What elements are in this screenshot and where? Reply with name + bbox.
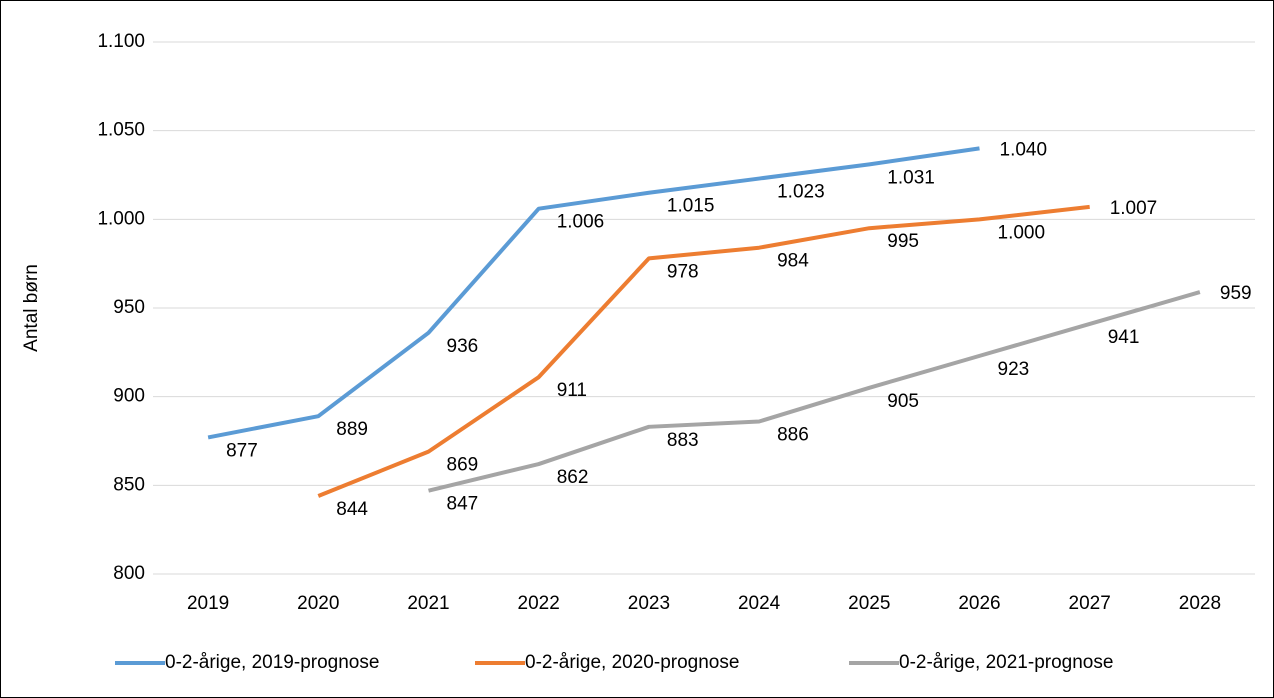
data-label: 984 [777,251,809,272]
data-label: 1.007 [1110,198,1158,219]
x-tick-label: 2019 [187,593,229,614]
y-tick-label: 1.100 [97,31,145,52]
data-label: 886 [777,425,809,446]
data-label: 869 [447,455,479,476]
data-label: 862 [557,467,589,488]
data-label: 941 [1108,327,1140,348]
data-label: 877 [226,440,258,461]
x-tick-label: 2025 [848,593,890,614]
data-label: 959 [1220,283,1252,304]
data-label: 1.000 [998,222,1046,243]
y-axis-label: Antal børn [21,264,42,352]
data-label: 1.023 [777,182,825,203]
y-tick-label: 950 [113,297,145,318]
x-tick-label: 2024 [738,593,781,614]
legend-label: 0-2-årige, 2020-prognose [525,652,739,673]
legend-label: 0-2-årige, 2021-prognose [899,652,1113,673]
data-label: 883 [667,430,699,451]
y-tick-label: 800 [113,563,145,584]
data-label: 847 [447,494,479,515]
x-tick-label: 2027 [1069,593,1111,614]
x-tick-label: 2022 [518,593,560,614]
data-label: 889 [336,419,368,440]
data-label: 936 [447,336,479,357]
data-label: 1.015 [667,196,715,217]
y-tick-label: 1.000 [97,208,145,229]
y-tick-label: 900 [113,386,145,407]
x-tick-label: 2023 [628,593,670,614]
series-line [317,204,1090,498]
data-label: 905 [887,391,919,412]
data-label: 1.040 [1000,139,1048,160]
y-tick-label: 1.050 [97,120,145,141]
data-label: 1.031 [887,167,935,188]
data-label: 911 [557,380,587,401]
x-tick-label: 2026 [958,593,1000,614]
legend-label: 0-2-årige, 2019-prognose [165,652,379,673]
y-tick-label: 850 [113,474,145,495]
x-tick-label: 2028 [1179,593,1221,614]
data-label: 844 [336,499,368,520]
series-line [207,146,980,440]
x-tick-label: 2020 [297,593,339,614]
data-label: 978 [667,261,699,282]
data-label: 995 [887,231,919,252]
data-label: 1.006 [557,212,605,233]
x-tick-label: 2021 [407,593,449,614]
data-label: 923 [998,359,1030,380]
series-line [428,290,1201,493]
